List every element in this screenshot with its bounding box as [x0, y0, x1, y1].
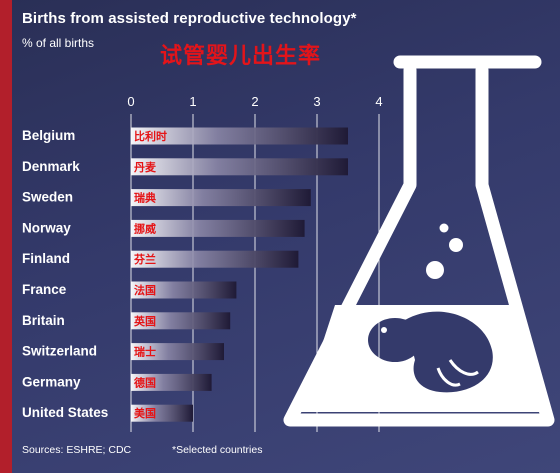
bar-sweden [131, 189, 311, 207]
country-label: Sweden [22, 190, 73, 205]
country-label-cn: 瑞士 [134, 345, 156, 359]
country-label: France [22, 282, 67, 297]
bar-finland [131, 250, 299, 268]
footnote: *Selected countries [172, 444, 263, 456]
country-label-cn: 法国 [134, 283, 156, 297]
country-label-cn: 丹麦 [134, 160, 157, 174]
country-label: Germany [22, 374, 81, 389]
bar-france [131, 281, 237, 299]
country-label-cn: 芬兰 [133, 252, 156, 266]
country-label-cn: 美国 [134, 406, 156, 420]
bars [131, 127, 348, 422]
chinese-title: 试管婴儿出生率 [160, 43, 322, 69]
bar-switzerland [131, 343, 224, 361]
x-tick-label: 3 [313, 94, 320, 109]
bar-united-states [131, 404, 193, 422]
country-label-cn: 挪威 [134, 221, 156, 235]
x-tick-label: 0 [127, 94, 134, 109]
country-label: Switzerland [22, 344, 97, 359]
country-label: Norway [22, 220, 71, 235]
country-label-cn: 英国 [133, 314, 156, 328]
country-label-cn: 瑞典 [134, 191, 156, 205]
x-tick-label: 2 [251, 94, 258, 109]
x-axis-ticks: 0 1 2 3 4 [127, 94, 382, 109]
source-note: Sources: ESHRE; CDC [22, 444, 132, 456]
country-label-cn: 德国 [133, 375, 156, 389]
flask-icon [283, 55, 555, 427]
country-label: Denmark [22, 159, 80, 174]
bubbles [426, 223, 463, 279]
chart-title: Births from assisted reproductive techno… [22, 10, 357, 27]
bar-denmark [131, 158, 348, 176]
country-label: Britain [22, 313, 65, 328]
chart-subtitle: % of all births [22, 36, 95, 50]
accent-strip [0, 0, 12, 473]
country-labels: Belgium Denmark Sweden Norway Finland France B… [22, 128, 108, 420]
country-label-cn: 比利时 [134, 129, 167, 143]
x-tick-label: 1 [189, 94, 196, 109]
x-tick-label: 4 [375, 94, 382, 109]
bar-belgium [131, 127, 348, 145]
bar-britain [131, 312, 231, 330]
country-label: Finland [22, 251, 70, 266]
country-label: Belgium [22, 128, 75, 143]
bar-norway [131, 219, 305, 237]
bar-germany [131, 373, 212, 391]
fetus-icon [368, 311, 493, 393]
country-label: United States [22, 405, 108, 420]
